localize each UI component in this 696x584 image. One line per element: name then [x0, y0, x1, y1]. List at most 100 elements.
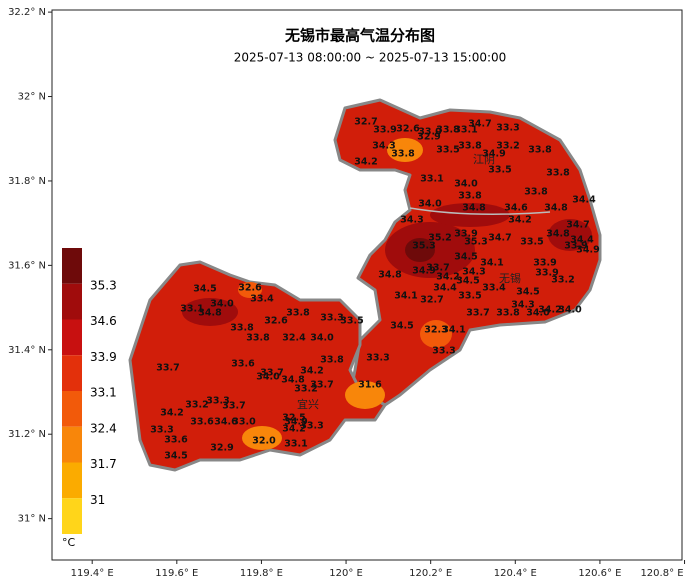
station-value: 33.5: [340, 316, 363, 327]
station-value: 34.6: [214, 417, 238, 428]
station-value: 34.8: [462, 203, 486, 214]
station-value: 35.3: [464, 237, 487, 248]
station-value: 33.2: [185, 400, 208, 411]
station-value: 34.1: [394, 291, 417, 302]
station-value: 33.9: [373, 125, 396, 136]
x-tick-label: 120.8° E: [640, 568, 683, 579]
station-value: 34.0: [210, 299, 234, 310]
x-tick-label: 120.2° E: [409, 568, 452, 579]
station-value: 33.8: [546, 168, 570, 179]
station-value: 33.1: [420, 174, 443, 185]
map-subtitle: 2025-07-13 08:00:00 ~ 2025-07-13 15:00:0…: [234, 51, 507, 65]
station-value: 33.3: [496, 123, 519, 134]
x-tick-label: 119.6° E: [155, 568, 198, 579]
station-value: 34.0: [454, 179, 478, 190]
station-value: 34.5: [454, 252, 477, 263]
station-value: 33.8: [391, 149, 415, 160]
station-value: 34.2: [354, 157, 377, 168]
station-value: 33.5: [436, 145, 459, 156]
station-value: 33.9: [535, 268, 558, 279]
station-value: 32.3: [424, 325, 447, 336]
station-value: 34.1: [442, 325, 465, 336]
legend-label: 32.4: [90, 421, 117, 435]
station-value: 33.3: [300, 421, 323, 432]
station-value: 34.7: [488, 233, 511, 244]
station-value: 32.9: [417, 132, 440, 143]
zone: [387, 138, 423, 162]
legend-swatch: [62, 498, 82, 534]
station-value: 35.2: [428, 233, 451, 244]
station-value: 33.8: [524, 187, 548, 198]
station-value: 34.5: [164, 451, 187, 462]
map-title: 无锡市最高气温分布图: [284, 27, 435, 45]
y-tick-label: 31.4° N: [8, 345, 46, 356]
station-value: 34.6: [504, 203, 528, 214]
station-value: 33.9: [454, 229, 477, 240]
station-value: 32.7: [420, 295, 443, 306]
station-value: 34.9: [412, 266, 435, 277]
station-value: 33.5: [488, 165, 511, 176]
station-value: 34.4: [572, 195, 596, 206]
station-value: 32.9: [210, 443, 233, 454]
station-value: 33.2: [551, 275, 574, 286]
station-value: 34.5: [193, 284, 216, 295]
zone: [238, 282, 262, 298]
station-value: 33.8: [230, 323, 254, 334]
station-value: 32.6: [396, 124, 420, 135]
station-value: 34.3: [462, 267, 485, 278]
y-tick-label: 31.2° N: [8, 429, 46, 440]
station-value: 34.8: [281, 375, 305, 386]
station-value: 33.3: [150, 425, 173, 436]
station-value: 34.2: [538, 305, 561, 316]
station-value: 33.0: [418, 127, 442, 138]
legend-label: 31.7: [90, 457, 117, 471]
legend-swatch: [62, 391, 82, 427]
y-tick-label: 32° N: [18, 92, 46, 103]
station-value: 34.1: [480, 258, 503, 269]
station-value: 34.3: [372, 141, 395, 152]
station-value: 34.2: [282, 424, 305, 435]
station-value: 33.5: [458, 291, 481, 302]
station-value: 34.9: [284, 417, 307, 428]
legend-swatch: [62, 426, 82, 463]
place-name: 无锡: [499, 271, 521, 285]
station-value: 34.9: [576, 245, 599, 256]
legend-swatch: [62, 283, 82, 320]
station-value: 34.8: [546, 229, 570, 240]
legend-unit: °C: [62, 536, 76, 549]
station-value: 33.2: [496, 141, 519, 152]
station-value: 33.3: [206, 396, 229, 407]
station-value: 34.0: [418, 199, 442, 210]
station-value: 33.9: [564, 241, 587, 252]
station-value: 33.8: [320, 355, 344, 366]
district-border: [409, 207, 551, 215]
station-value: 33.8: [458, 141, 482, 152]
place-name: 宜兴: [297, 397, 319, 411]
place-name: 江阴: [473, 153, 495, 166]
station-value: 33.8: [528, 145, 552, 156]
station-value: 33.8: [496, 308, 520, 319]
station-value: 33.7: [156, 363, 179, 374]
station-value: 33.8: [286, 308, 310, 319]
station-value: 33.4: [482, 283, 506, 294]
station-value: 33.7: [426, 263, 449, 274]
station-value: 33.2: [294, 384, 317, 395]
x-tick-label: 119.8° E: [240, 568, 283, 579]
station-value: 34.0: [526, 308, 550, 319]
station-value: 34.2: [160, 408, 183, 419]
legend-label: 33.9: [90, 350, 117, 364]
station-value: 33.1: [454, 125, 477, 136]
station-value: 34.8: [378, 270, 402, 281]
station-value: 32.5: [282, 413, 305, 424]
legend-label: 34.6: [90, 314, 117, 328]
station-value: 33.5: [520, 237, 543, 248]
station-value: 34.5: [456, 276, 479, 287]
station-value: 34.7: [566, 220, 589, 231]
legend-swatch: [62, 319, 82, 356]
station-value: 34.3: [400, 215, 423, 226]
station-value: 33.6: [231, 359, 255, 370]
station-value: 34.2: [300, 366, 323, 377]
station-value: 33.3: [432, 346, 455, 357]
legend-label: 31: [90, 493, 105, 507]
